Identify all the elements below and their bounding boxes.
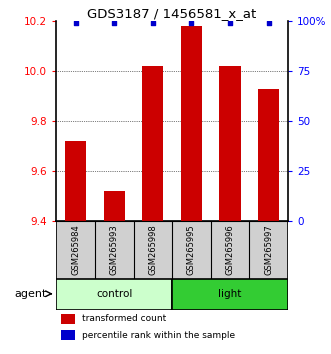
Text: transformed count: transformed count: [82, 314, 166, 324]
FancyBboxPatch shape: [56, 221, 288, 279]
Text: GSM265998: GSM265998: [148, 224, 157, 275]
Point: [150, 21, 156, 26]
Bar: [104, 191, 125, 221]
Bar: [181, 26, 202, 221]
Text: agent: agent: [14, 289, 47, 299]
Text: GSM265997: GSM265997: [264, 224, 273, 275]
Text: percentile rank within the sample: percentile rank within the sample: [82, 331, 235, 339]
Text: control: control: [96, 289, 132, 299]
Bar: [61, 314, 75, 324]
Text: GSM265993: GSM265993: [110, 224, 119, 275]
Point: [227, 21, 233, 26]
Text: GSM265995: GSM265995: [187, 224, 196, 275]
Point: [112, 21, 117, 26]
FancyBboxPatch shape: [172, 279, 288, 309]
Bar: [219, 66, 241, 221]
Bar: [142, 66, 164, 221]
Title: GDS3187 / 1456581_x_at: GDS3187 / 1456581_x_at: [87, 7, 257, 20]
FancyBboxPatch shape: [56, 279, 172, 309]
Bar: [258, 88, 279, 221]
Point: [73, 21, 78, 26]
Text: light: light: [218, 289, 242, 299]
Bar: [61, 330, 75, 340]
Point: [266, 21, 271, 26]
Bar: [65, 141, 86, 221]
Text: GSM265984: GSM265984: [71, 224, 80, 275]
Point: [189, 21, 194, 26]
Text: GSM265996: GSM265996: [225, 224, 235, 275]
